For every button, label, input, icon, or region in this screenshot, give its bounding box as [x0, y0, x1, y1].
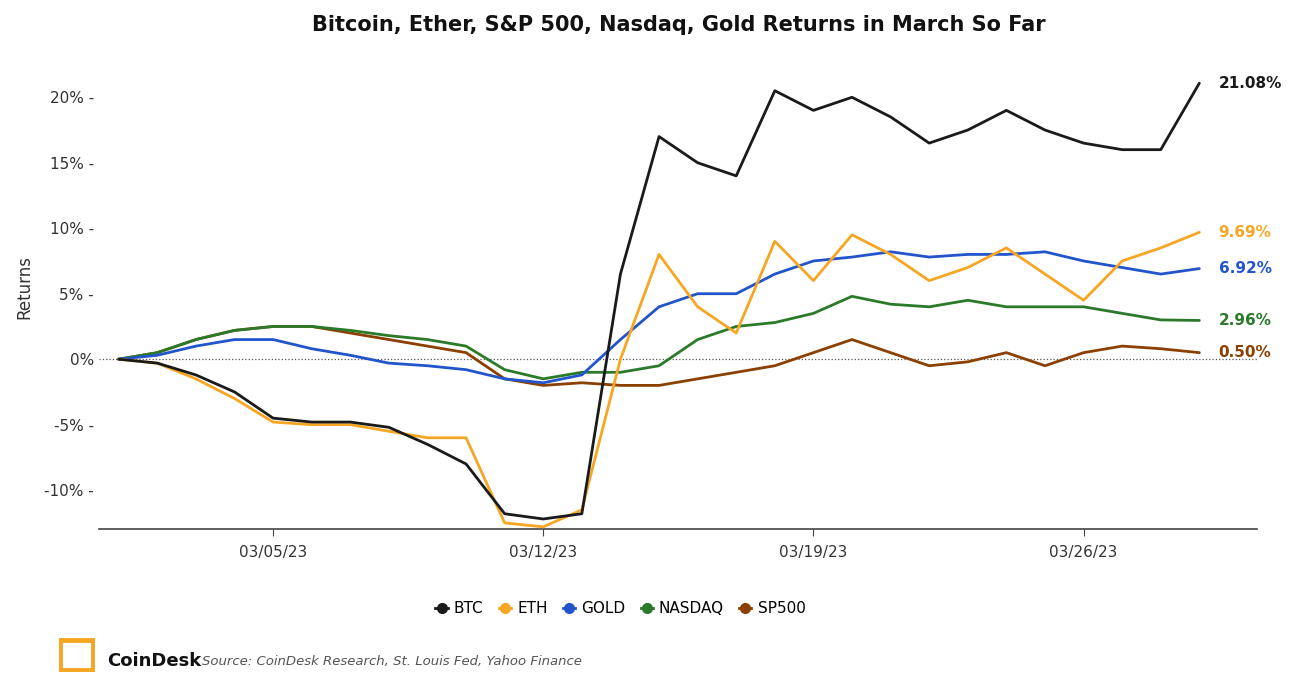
Text: 9.69%: 9.69% [1219, 225, 1272, 240]
Bar [66, 645, 87, 665]
Text: 0.50%: 0.50% [1219, 345, 1272, 361]
Text: CoinDesk: CoinDesk [107, 652, 201, 671]
Text: 21.08%: 21.08% [1219, 76, 1282, 90]
Text: 2.96%: 2.96% [1219, 313, 1272, 328]
Text: 6.92%: 6.92% [1219, 261, 1272, 276]
Y-axis label: Returns: Returns [16, 256, 33, 319]
Text: Source: CoinDesk Research, St. Louis Fed, Yahoo Finance: Source: CoinDesk Research, St. Louis Fed… [202, 655, 582, 668]
Legend: BTC, ETH, GOLD, NASDAQ, SP500: BTC, ETH, GOLD, NASDAQ, SP500 [430, 595, 811, 622]
Title: Bitcoin, Ether, S&P 500, Nasdaq, Gold Returns in March So Far: Bitcoin, Ether, S&P 500, Nasdaq, Gold Re… [311, 15, 1046, 35]
